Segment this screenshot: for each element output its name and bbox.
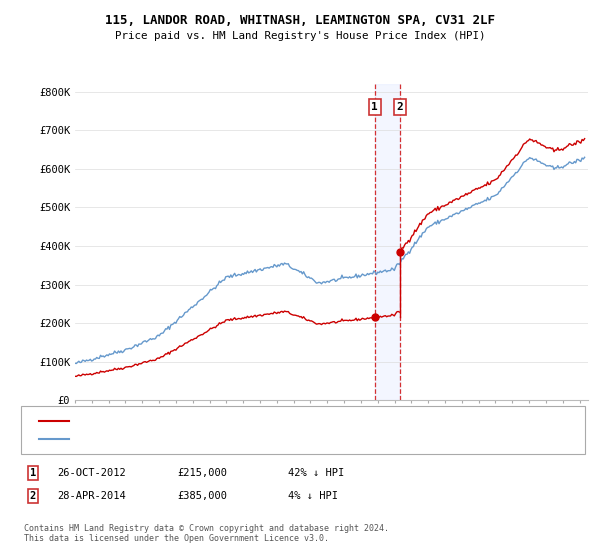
Text: 2: 2 xyxy=(30,491,36,501)
Text: 4% ↓ HPI: 4% ↓ HPI xyxy=(288,491,338,501)
Text: HPI: Average price, detached house, Warwick: HPI: Average price, detached house, Warw… xyxy=(72,434,325,444)
Text: 42% ↓ HPI: 42% ↓ HPI xyxy=(288,468,344,478)
Text: £215,000: £215,000 xyxy=(177,468,227,478)
Text: 115, LANDOR ROAD, WHITNASH, LEAMINGTON SPA, CV31 2LF: 115, LANDOR ROAD, WHITNASH, LEAMINGTON S… xyxy=(105,14,495,27)
Text: Contains HM Land Registry data © Crown copyright and database right 2024.
This d: Contains HM Land Registry data © Crown c… xyxy=(24,524,389,543)
Text: 1: 1 xyxy=(30,468,36,478)
Text: Price paid vs. HM Land Registry's House Price Index (HPI): Price paid vs. HM Land Registry's House … xyxy=(115,31,485,41)
Text: 26-OCT-2012: 26-OCT-2012 xyxy=(57,468,126,478)
Text: 28-APR-2014: 28-APR-2014 xyxy=(57,491,126,501)
Text: £385,000: £385,000 xyxy=(177,491,227,501)
Text: 1: 1 xyxy=(371,102,378,112)
Bar xyxy=(375,84,400,400)
Text: 2: 2 xyxy=(397,102,403,112)
Text: 115, LANDOR ROAD, WHITNASH, LEAMINGTON SPA, CV31 2LF (detached house): 115, LANDOR ROAD, WHITNASH, LEAMINGTON S… xyxy=(72,416,478,426)
